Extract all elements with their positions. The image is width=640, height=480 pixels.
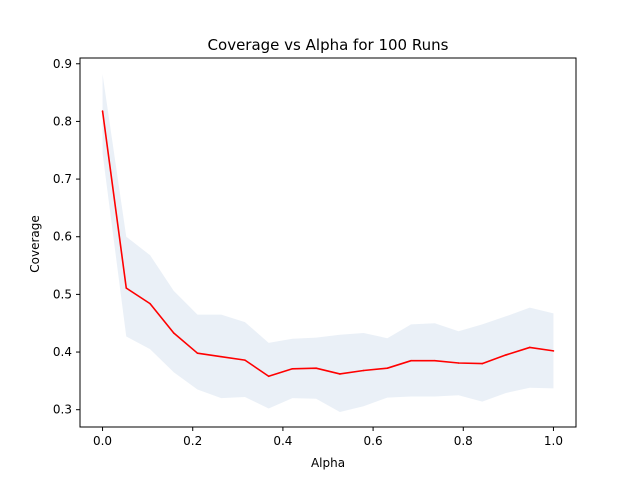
- data-point: [528, 346, 531, 349]
- x-tick-label: 0.0: [93, 434, 112, 448]
- data-point: [410, 359, 412, 362]
- data-point: [149, 302, 151, 305]
- data-point: [267, 375, 270, 378]
- data-point: [244, 359, 246, 361]
- y-tick-label: 0.6: [53, 230, 72, 244]
- chart-title: Coverage vs Alpha for 100 Runs: [208, 36, 449, 54]
- x-tick-label: 1.0: [544, 434, 563, 448]
- x-tick-label: 0.2: [183, 434, 202, 448]
- y-axis-label: Coverage: [28, 215, 42, 273]
- confidence-band-layer: [102, 74, 554, 413]
- y-tick-label: 0.4: [53, 345, 72, 359]
- data-point: [552, 350, 555, 352]
- y-tick-label: 0.9: [53, 57, 72, 71]
- data-point: [101, 110, 104, 112]
- y-tick-label: 0.8: [53, 114, 72, 128]
- series-line-layer: [101, 110, 555, 378]
- data-point: [220, 355, 223, 358]
- data-point: [433, 359, 436, 362]
- data-point: [457, 362, 460, 364]
- data-point: [291, 367, 294, 370]
- y-axis-ticks: 0.3 0.4 0.5 0.6 0.7 0.8 0.9: [53, 57, 80, 417]
- data-point: [315, 367, 317, 369]
- y-tick-label: 0.3: [53, 403, 72, 417]
- x-tick-label: 0.8: [454, 434, 473, 448]
- data-point: [125, 287, 128, 289]
- coverage-line: [101, 110, 554, 378]
- data-point: [172, 332, 175, 334]
- x-axis-label: Alpha: [311, 456, 345, 470]
- data-point: [505, 354, 507, 356]
- data-point: [386, 367, 389, 369]
- plot-frame: [79, 57, 577, 428]
- data-point: [339, 373, 341, 375]
- confidence-band: [102, 74, 554, 413]
- x-axis-ticks: 0.0 0.2 0.4 0.6 0.8 1.0: [93, 427, 563, 448]
- data-point: [481, 362, 484, 365]
- x-tick-label: 0.6: [364, 434, 383, 448]
- y-tick-label: 0.5: [53, 287, 72, 301]
- y-tick-label: 0.7: [53, 172, 72, 186]
- x-tick-label: 0.4: [273, 434, 292, 448]
- data-point: [362, 369, 365, 372]
- data-point: [196, 352, 199, 355]
